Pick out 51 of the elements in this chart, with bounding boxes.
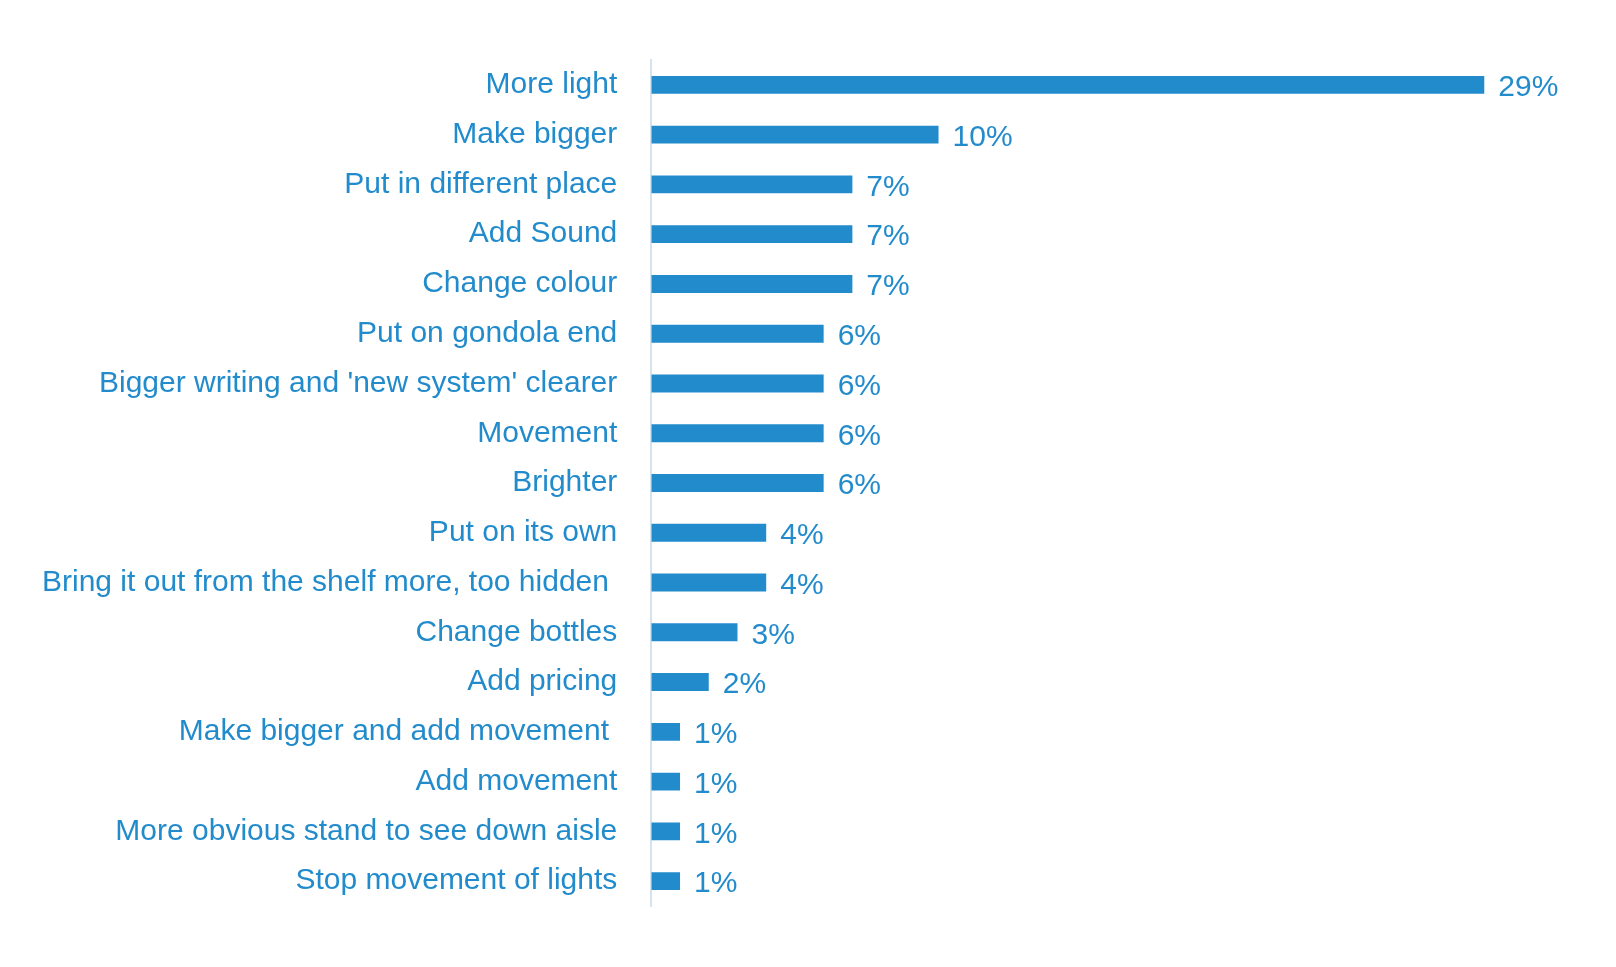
data-label: 3%: [751, 616, 795, 650]
bar: [651, 673, 709, 692]
data-label: 1%: [694, 716, 738, 750]
y-tick-label: Stop movement of lights: [295, 862, 618, 896]
data-label: 29%: [1498, 69, 1559, 103]
y-tick-label: Brighter: [512, 464, 618, 498]
bar: [651, 623, 738, 642]
data-label: 1%: [694, 815, 738, 849]
y-tick-label: Put on gondola end: [357, 314, 618, 348]
y-tick-label: Bring it out from the shelf more, too hidden: [41, 563, 618, 597]
y-tick-label: Add Sound: [468, 215, 618, 249]
data-label: 2%: [722, 666, 767, 700]
data-label: 4%: [780, 566, 824, 600]
bar: [651, 872, 681, 891]
y-tick-label: Change bottles: [415, 613, 618, 647]
data-label: 6%: [837, 317, 881, 351]
data-label: 10%: [952, 118, 1013, 152]
data-label: 6%: [837, 367, 881, 401]
data-label: 7%: [866, 168, 910, 202]
bar: [651, 274, 853, 293]
y-tick-label: Movement: [477, 414, 618, 448]
bar: [651, 324, 824, 343]
bar: [651, 424, 824, 443]
y-tick-label: Add pricing: [467, 663, 618, 697]
bar: [651, 225, 853, 244]
data-label: 6%: [837, 467, 881, 501]
y-tick-label: Put on its own: [428, 514, 618, 548]
bar: [651, 125, 939, 144]
y-tick-label: More light: [485, 66, 618, 100]
bar: [651, 175, 853, 194]
y-tick-label: Bigger writing and 'new system' clearer: [98, 364, 618, 398]
y-tick-label: More obvious stand to see down aisle: [115, 812, 618, 846]
bar: [651, 75, 1485, 94]
bar: [651, 573, 767, 592]
bar: [651, 822, 681, 841]
data-label: 1%: [694, 765, 738, 799]
y-tick-label: Change colour: [422, 265, 618, 299]
data-label: 7%: [866, 218, 910, 252]
y-tick-label: Put in different place: [344, 165, 618, 199]
data-label: 4%: [780, 517, 824, 551]
bar: [651, 523, 767, 542]
y-tick-label: Add movement: [415, 762, 618, 796]
data-label: 1%: [694, 865, 738, 899]
data-label: 7%: [866, 268, 910, 302]
y-tick-label: Make bigger and add movement: [178, 713, 618, 747]
bar: [651, 374, 824, 393]
data-label: 6%: [837, 417, 881, 451]
bar: [651, 772, 681, 791]
bar: [651, 722, 681, 741]
bar: [651, 474, 824, 492]
y-tick-label: Make bigger: [452, 115, 618, 149]
